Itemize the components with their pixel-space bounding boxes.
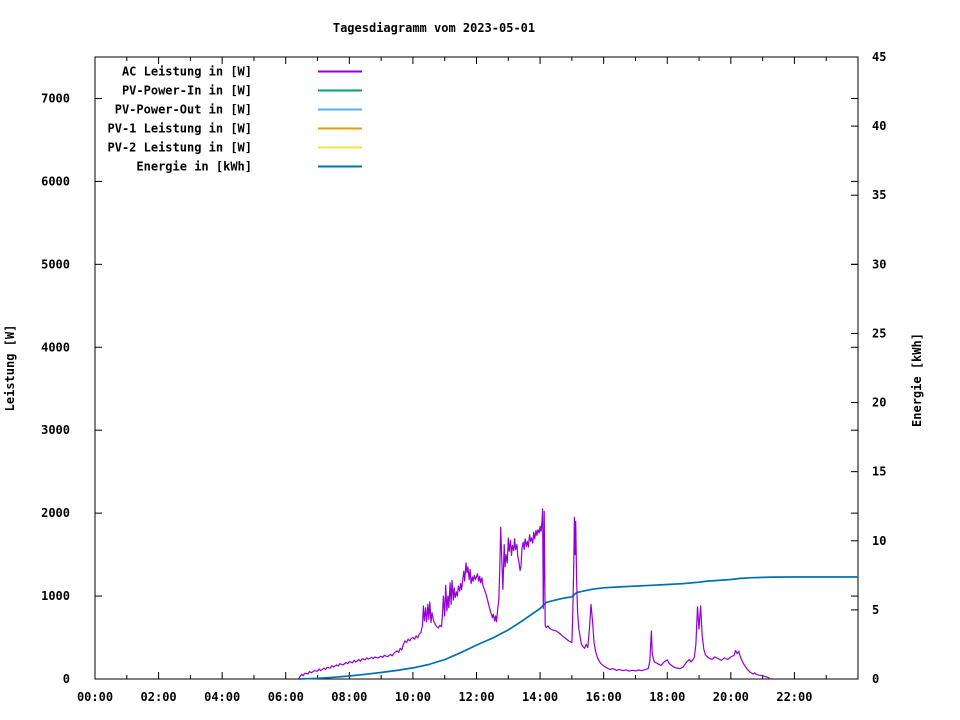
legend-label-pv-power-in-in-w: PV-Power-In in [W] — [122, 84, 252, 98]
legend-label-pv-2-leistung-in-w: PV-2 Leistung in [W] — [108, 141, 253, 155]
y-left-tick-label: 0 — [63, 672, 70, 686]
x-tick-label: 02:00 — [141, 690, 177, 704]
y-left-tick-label: 4000 — [41, 340, 70, 354]
legend-label-energie-in-kwh: Energie in [kWh] — [136, 160, 252, 174]
y-right-tick-label: 35 — [872, 188, 886, 202]
y-right-axis-label: Energie [kWh] — [910, 333, 924, 427]
y-right-tick-label: 45 — [872, 50, 886, 64]
y-right-tick-label: 20 — [872, 396, 886, 410]
legend-label-pv-power-out-in-w: PV-Power-Out in [W] — [115, 103, 252, 117]
x-tick-label: 20:00 — [713, 690, 749, 704]
y-left-tick-label: 2000 — [41, 506, 70, 520]
x-tick-label: 06:00 — [268, 690, 304, 704]
legend-label-pv-1-leistung-in-w: PV-1 Leistung in [W] — [108, 122, 253, 136]
y-right-tick-label: 0 — [872, 672, 879, 686]
y-left-tick-label: 6000 — [41, 174, 70, 188]
chart-content: 00:00 02:00 04:00 06:00 08:00 10:00 12:00 14:00… — [41, 50, 886, 704]
y-left-tick-label: 3000 — [41, 423, 70, 437]
y-right-tick-label: 5 — [872, 603, 879, 617]
y-right-tick-label: 25 — [872, 326, 886, 340]
y-right-tick-label: 40 — [872, 119, 886, 133]
x-tick-label: 12:00 — [458, 690, 494, 704]
x-tick-label: 16:00 — [586, 690, 622, 704]
y-left-axis-label: Leistung [W] — [3, 325, 17, 412]
y-right-tick-label: 15 — [872, 465, 886, 479]
x-tick-label: 22:00 — [776, 690, 812, 704]
x-tick-label: 10:00 — [395, 690, 431, 704]
x-tick-label: 14:00 — [522, 690, 558, 704]
y-left-tick-label: 5000 — [41, 257, 70, 271]
x-tick-label: 18:00 — [649, 690, 685, 704]
x-tick-label: 00:00 — [77, 690, 113, 704]
chart-title: Tagesdiagramm vom 2023-05-01 — [333, 21, 535, 35]
legend-label-ac-leistung-in-w: AC Leistung in [W] — [122, 65, 252, 79]
x-tick-label: 04:00 — [204, 690, 240, 704]
series-energie-in-kwh — [298, 576, 858, 680]
y-right-tick-label: 10 — [872, 534, 886, 548]
series-ac-leistung-in-w — [297, 508, 771, 680]
y-right-tick-label: 30 — [872, 257, 886, 271]
x-tick-label: 08:00 — [331, 690, 367, 704]
y-left-tick-label: 7000 — [41, 91, 70, 105]
y-left-tick-label: 1000 — [41, 589, 70, 603]
